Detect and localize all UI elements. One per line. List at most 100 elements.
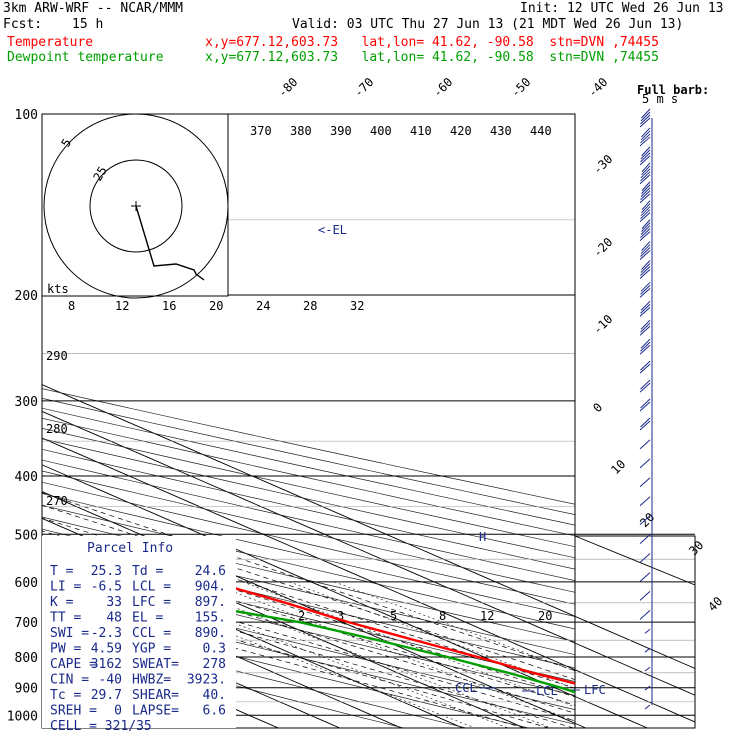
dry-adiabat-label: 270 — [46, 494, 68, 508]
theta-label: 410 — [410, 124, 432, 138]
isotherm-label: -60 — [430, 75, 455, 100]
hodograph-speed-label: 24 — [256, 299, 270, 313]
parcel-info-key: SWI = — [50, 626, 89, 641]
isotherm-label: 0 — [590, 400, 605, 415]
dry-adiabat-line — [42, 470, 575, 593]
barb-flag — [640, 187, 651, 198]
wind-barb — [639, 319, 651, 336]
isotherm-line — [42, 598, 340, 728]
barb-flag — [640, 341, 651, 352]
barb-flag — [640, 398, 651, 409]
wind-barb — [639, 200, 651, 223]
isotherm-line — [0, 114, 32, 728]
isotherm-line — [575, 642, 695, 696]
barb-flag — [640, 360, 651, 371]
parcel-info-value: 0.3 — [203, 642, 226, 657]
wind-barb — [639, 241, 651, 260]
parcel-info-key: SWEAT= — [132, 657, 179, 672]
barb-flag — [639, 553, 651, 563]
isotherm-label: -10 — [590, 312, 615, 337]
parcel-info-value: 3923. — [187, 673, 226, 688]
isotherm-line — [0, 114, 32, 728]
barb-flag — [640, 338, 651, 349]
isotherm-label: -80 — [275, 75, 300, 100]
parcel-info-value: 0 — [114, 704, 122, 719]
parcel-info-key: LFC = — [132, 595, 171, 610]
barb-flag — [639, 382, 651, 393]
isotherm-label: -50 — [508, 75, 533, 100]
isotherm-line — [575, 669, 695, 723]
fcst-value: 15 h — [72, 17, 104, 32]
mixing-ratio-label: 12 — [480, 609, 494, 623]
parcel-info-value: -6.5 — [91, 580, 122, 595]
isotherm-line — [574, 535, 696, 586]
parcel-info-title: Parcel Info — [87, 541, 173, 556]
barb-flag — [640, 149, 651, 160]
barb-flag — [641, 127, 651, 138]
wind-barb — [639, 496, 651, 507]
hodograph-unit-label: kts — [47, 282, 69, 296]
wind-barb — [639, 260, 651, 279]
wind-barb — [639, 162, 651, 185]
hodograph-box — [41, 113, 229, 297]
barb-flag — [639, 136, 651, 147]
isotherm-line — [42, 410, 575, 644]
wind-barb — [639, 515, 651, 526]
wind-barb — [644, 666, 651, 672]
wind-barb — [639, 572, 651, 582]
theta-label: 370 — [250, 124, 272, 138]
wind-barb — [644, 685, 651, 691]
dry-adiabat-line — [42, 606, 529, 728]
barb-flag — [639, 269, 651, 279]
parcel-info-value: 897. — [195, 595, 226, 610]
parcel-info-value: 278 — [203, 657, 226, 672]
parcel-info-key: HWBZ= — [132, 673, 171, 688]
isotherm-label: -30 — [590, 152, 615, 177]
dry-adiabat-line — [42, 593, 575, 725]
parcel-info-key: YGP = — [132, 642, 171, 657]
el-label: <-EL — [318, 223, 347, 237]
barb-flag — [640, 379, 651, 390]
barb-flag — [639, 250, 651, 260]
barb-flag — [639, 439, 651, 450]
parcel-info-key: CAPE = — [50, 657, 97, 672]
barb-flag — [639, 325, 651, 336]
barb-flag — [639, 515, 651, 526]
theta-label: 400 — [370, 124, 392, 138]
barb-flag — [644, 647, 651, 653]
parcel-info-value: 33 — [106, 595, 122, 610]
parcel-info-key: CCL = — [132, 626, 171, 641]
barb-flag — [641, 260, 651, 270]
wind-barb — [639, 301, 651, 317]
parcel-info-cell: CELL = 321/35 — [50, 719, 152, 734]
barb-flag — [640, 206, 651, 217]
barb-flag — [640, 417, 651, 428]
parcel-info-key: LCL = — [132, 580, 171, 595]
parcel-info-value: 48 — [106, 611, 122, 626]
mixing-ratio-line — [242, 581, 575, 708]
wind-barb — [639, 417, 651, 431]
dry-adiabat-line — [42, 481, 575, 605]
valid-time: Valid: 03 UTC Thu 27 Jun 13 (21 MDT Wed … — [292, 17, 684, 32]
wind-barb — [639, 127, 651, 147]
theta-label: 430 — [490, 124, 512, 138]
hodograph-speed-label: 12 — [115, 299, 129, 313]
theta-label: 440 — [530, 124, 552, 138]
parcel-info-value: 890. — [195, 626, 226, 641]
pressure-label: 300 — [15, 395, 38, 410]
barb-flag — [640, 301, 651, 311]
wind-barb — [639, 609, 651, 620]
parcel-info-key: LI = — [50, 580, 81, 595]
barb-flag — [641, 241, 651, 251]
barb-flag — [639, 344, 651, 355]
hodograph-ring — [89, 159, 183, 253]
pressure-label: 900 — [15, 682, 38, 697]
barb-legend-value: 5 m s — [642, 92, 678, 106]
isotherm-label: -40 — [585, 75, 610, 100]
dewpoint-legend: Dewpoint temperature — [7, 50, 164, 65]
pressure-label: 1000 — [7, 709, 38, 724]
model-title: 3km ARW-WRF -- NCAR/MMM — [3, 1, 184, 16]
barb-flag — [644, 628, 651, 634]
parcel-info-value: 24.6 — [195, 564, 226, 579]
